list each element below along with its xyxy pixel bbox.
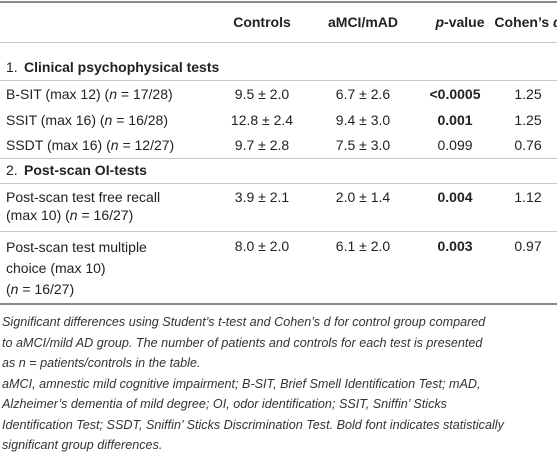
cell: 0.004 <box>437 189 473 205</box>
header-part: Cohen’s <box>494 14 554 30</box>
footnote-line: to aMCI/mild AD group. The number of pat… <box>2 335 483 350</box>
cell: 9.5 ± 2.0 <box>234 86 290 102</box>
footnote-line: Significant differences using Student’s … <box>2 315 486 329</box>
header-part: p <box>435 14 445 30</box>
section-number: 2. <box>6 162 18 178</box>
label-part: (max 10) ( <box>6 207 70 223</box>
label-part: choice (max 10) <box>6 260 106 276</box>
cell: 8.0 ± 2.0 <box>234 238 290 254</box>
label-part: SSIT (max 16) ( <box>6 112 105 128</box>
row-label: Post-scan test multiple choice (max 10) (n… <box>6 237 147 300</box>
label-part: Post-scan test multiple <box>6 239 147 255</box>
label-part: n <box>110 137 119 153</box>
header-cell: p-value <box>435 13 484 31</box>
row-label: B-SIT (max 12) (n = 17/28) <box>6 85 173 103</box>
cell: 0.001 <box>437 112 473 128</box>
label-part: = 16/27) <box>77 207 134 223</box>
cell: 1.25 <box>514 86 542 102</box>
header-cell: Controls <box>233 14 291 30</box>
cell: 9.4 ± 3.0 <box>335 112 391 128</box>
header-cell: Cohen’s d <box>494 13 557 31</box>
cell: 2.0 ± 1.4 <box>335 189 391 205</box>
section-title: Post-scan OI-tests <box>24 162 147 178</box>
header-part: d <box>553 14 557 30</box>
header-cell: aMCI/mAD <box>327 14 399 30</box>
cell: 0.76 <box>514 137 542 153</box>
label-part: n <box>69 207 78 223</box>
label-part: = 16/27) <box>18 281 75 297</box>
rule <box>0 158 557 159</box>
row-label: SSDT (max 16) (n = 12/27) <box>6 136 174 154</box>
rule <box>0 231 557 232</box>
cell: <0.0005 <box>429 86 481 102</box>
rule <box>0 42 557 43</box>
section-title: Clinical psychophysical tests <box>24 59 220 75</box>
label-part: ( <box>6 281 11 297</box>
label-part: = 17/28) <box>117 86 173 102</box>
cell: 3.9 ± 2.1 <box>234 189 290 205</box>
cell: 7.5 ± 3.0 <box>335 137 391 153</box>
footnote-line: as n = patients/controls in the table. <box>2 356 201 370</box>
label-part: Post-scan test free recall <box>6 189 161 205</box>
footnote-line: Identification Test; SSDT, Sniffin’ Stic… <box>2 417 504 432</box>
cell: 0.003 <box>437 238 473 254</box>
cell: 0.099 <box>437 137 473 153</box>
cell: 6.1 ± 2.0 <box>335 238 391 254</box>
rule <box>0 1 557 3</box>
cell: 1.25 <box>514 112 542 128</box>
section-number: 1. <box>6 59 18 75</box>
cell: 12.8 ± 2.4 <box>230 112 294 128</box>
cell: 0.97 <box>514 238 542 254</box>
label-part: n <box>109 86 117 102</box>
header-part: -value <box>444 14 485 30</box>
row-label: SSIT (max 16) (n = 16/28) <box>6 111 168 129</box>
rule <box>0 80 557 81</box>
row-label: Post-scan test free recall (max 10) (n = … <box>6 188 160 224</box>
footnote-line: significant group differences. <box>2 438 163 452</box>
label-part: = 16/28) <box>112 112 168 128</box>
label-part: n <box>10 281 19 297</box>
rule <box>0 303 557 305</box>
label-part: = 12/27) <box>118 137 175 153</box>
cell: 1.12 <box>514 189 542 205</box>
footnote-line: Alzheimer’s dementia of mild degree; OI,… <box>2 397 447 411</box>
label-part: SSDT (max 16) ( <box>6 137 111 153</box>
label-part: n <box>104 112 113 128</box>
label-part: B-SIT (max 12) ( <box>6 86 110 102</box>
footnote-line: aMCI, amnestic mild cognitive impairment… <box>2 376 481 391</box>
cell: 9.7 ± 2.8 <box>234 137 290 153</box>
cell: 6.7 ± 2.6 <box>335 86 391 102</box>
rule <box>0 183 557 184</box>
